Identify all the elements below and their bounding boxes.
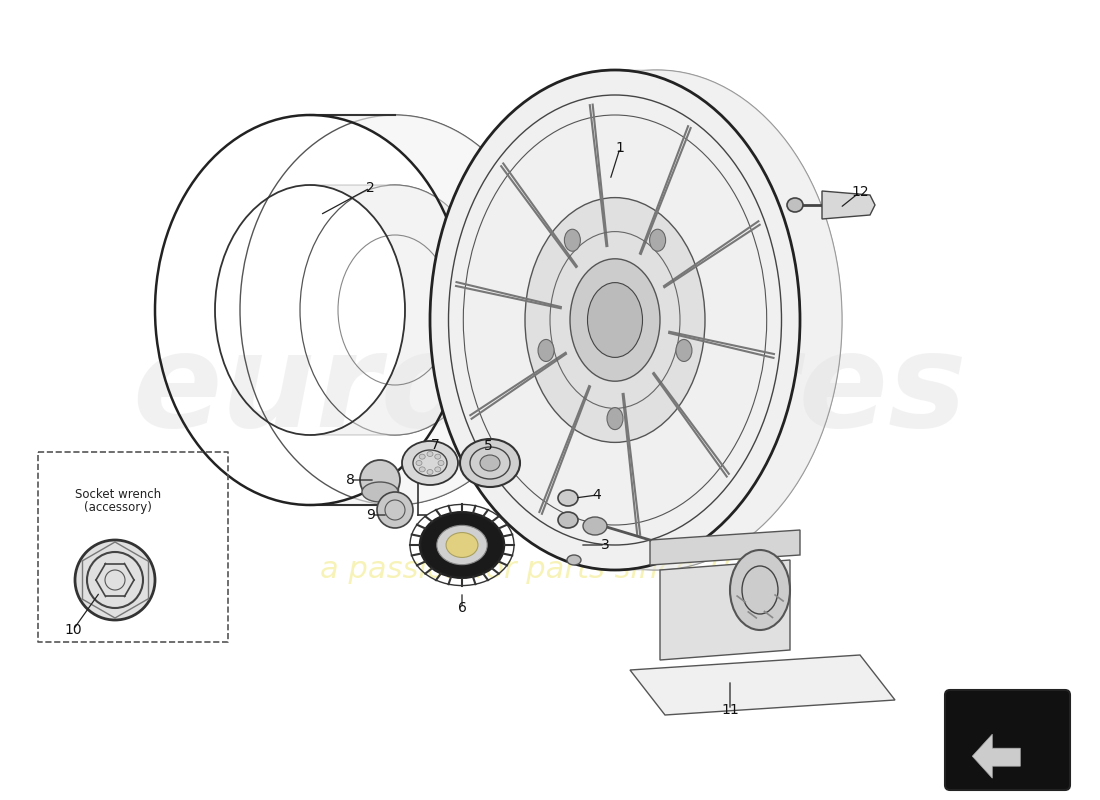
Text: (accessory): (accessory) (84, 501, 152, 514)
Ellipse shape (362, 482, 398, 502)
Text: 7: 7 (430, 438, 439, 452)
Ellipse shape (566, 555, 581, 565)
Text: a passion for parts since 1985: a passion for parts since 1985 (319, 555, 781, 585)
Ellipse shape (360, 460, 400, 500)
Ellipse shape (730, 550, 790, 630)
Ellipse shape (434, 467, 441, 472)
Ellipse shape (544, 454, 550, 458)
Text: 11: 11 (722, 703, 739, 717)
Ellipse shape (558, 512, 578, 528)
Text: 4: 4 (593, 488, 602, 502)
Text: eurospares: eurospares (133, 326, 967, 454)
Ellipse shape (607, 407, 623, 430)
Text: 601 01: 601 01 (979, 706, 1035, 721)
Polygon shape (615, 70, 842, 570)
Ellipse shape (566, 446, 572, 450)
Ellipse shape (480, 455, 501, 471)
Ellipse shape (427, 470, 433, 474)
Ellipse shape (416, 461, 422, 466)
Text: 2: 2 (365, 181, 374, 195)
Ellipse shape (419, 467, 426, 472)
Ellipse shape (434, 454, 441, 459)
Ellipse shape (564, 230, 581, 251)
Ellipse shape (446, 533, 478, 558)
Ellipse shape (583, 517, 607, 535)
Polygon shape (822, 191, 875, 219)
Ellipse shape (377, 492, 412, 528)
Polygon shape (310, 115, 550, 505)
Ellipse shape (587, 282, 642, 358)
Text: 1: 1 (616, 141, 625, 155)
Ellipse shape (419, 454, 426, 459)
Text: 12: 12 (851, 185, 869, 199)
Ellipse shape (570, 258, 660, 381)
Text: 5: 5 (484, 439, 493, 453)
FancyBboxPatch shape (945, 690, 1070, 790)
Text: 3: 3 (601, 538, 609, 552)
Ellipse shape (786, 198, 803, 212)
Polygon shape (650, 530, 800, 565)
Ellipse shape (460, 439, 520, 487)
Ellipse shape (427, 451, 433, 457)
Ellipse shape (438, 461, 444, 466)
Ellipse shape (420, 512, 504, 578)
Ellipse shape (538, 339, 554, 362)
Text: 9: 9 (366, 508, 375, 522)
Polygon shape (660, 560, 790, 660)
Text: 10: 10 (64, 623, 81, 637)
Ellipse shape (534, 458, 539, 462)
Polygon shape (630, 655, 895, 715)
Ellipse shape (525, 198, 705, 442)
Polygon shape (972, 734, 1021, 778)
Ellipse shape (556, 450, 561, 454)
Ellipse shape (650, 230, 666, 251)
Ellipse shape (522, 461, 528, 465)
Ellipse shape (430, 70, 800, 570)
Text: 8: 8 (345, 473, 354, 487)
Text: 6: 6 (458, 601, 466, 615)
Ellipse shape (578, 443, 583, 447)
Ellipse shape (75, 540, 155, 620)
Ellipse shape (676, 339, 692, 362)
Text: Socket wrench: Socket wrench (75, 487, 161, 501)
Ellipse shape (402, 441, 458, 485)
Polygon shape (310, 185, 490, 435)
Ellipse shape (437, 526, 487, 565)
Ellipse shape (558, 490, 578, 506)
